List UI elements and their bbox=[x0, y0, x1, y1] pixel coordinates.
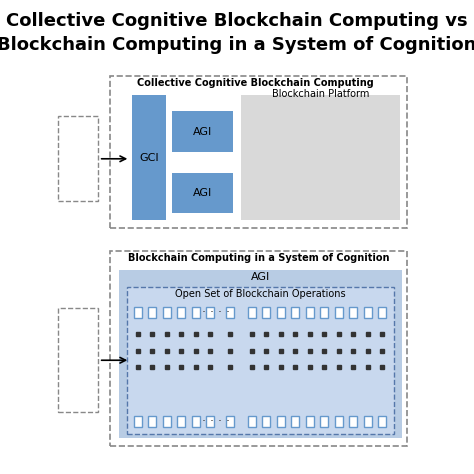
Bar bbox=[206, 307, 214, 318]
Text: AGI: AGI bbox=[251, 272, 270, 283]
Bar bbox=[132, 95, 166, 220]
Bar bbox=[292, 307, 299, 318]
Bar bbox=[277, 416, 285, 427]
Bar bbox=[248, 307, 256, 318]
Bar bbox=[134, 416, 142, 427]
Bar bbox=[241, 95, 400, 220]
Bar bbox=[206, 416, 214, 427]
Bar bbox=[262, 307, 270, 318]
Text: AGI: AGI bbox=[193, 127, 212, 137]
Bar bbox=[277, 307, 285, 318]
Bar bbox=[226, 307, 234, 318]
Bar bbox=[378, 416, 386, 427]
Text: · · · ·: · · · · bbox=[202, 415, 230, 428]
Text: Blockchain Platform: Blockchain Platform bbox=[272, 89, 369, 99]
Bar bbox=[292, 416, 299, 427]
Text: AGI: AGI bbox=[193, 188, 212, 199]
Bar bbox=[148, 416, 156, 427]
Text: Blockchain Computing in a System of Cognition: Blockchain Computing in a System of Cogn… bbox=[0, 36, 474, 54]
Bar bbox=[110, 251, 407, 446]
Bar bbox=[378, 307, 386, 318]
Bar bbox=[248, 416, 256, 427]
Bar bbox=[349, 307, 357, 318]
Bar bbox=[306, 416, 314, 427]
Text: · · · ·: · · · · bbox=[202, 306, 230, 319]
Bar bbox=[306, 307, 314, 318]
Text: Blockchain Computing in a System of Cognition: Blockchain Computing in a System of Cogn… bbox=[128, 253, 390, 264]
Bar bbox=[172, 111, 233, 152]
Bar bbox=[364, 307, 372, 318]
Bar bbox=[119, 270, 401, 438]
Bar bbox=[349, 416, 357, 427]
Bar bbox=[127, 287, 394, 434]
Bar bbox=[163, 416, 171, 427]
Bar bbox=[226, 416, 234, 427]
Bar bbox=[320, 307, 328, 318]
Bar bbox=[172, 173, 233, 213]
Bar bbox=[177, 307, 185, 318]
Text: Collective Cognitive Blockchain Computing vs: Collective Cognitive Blockchain Computin… bbox=[6, 12, 468, 30]
Bar bbox=[163, 307, 171, 318]
Bar bbox=[58, 116, 98, 201]
Bar bbox=[320, 416, 328, 427]
Bar bbox=[262, 416, 270, 427]
Text: Open Set of Blockchain Operations: Open Set of Blockchain Operations bbox=[175, 289, 346, 299]
Bar bbox=[335, 416, 343, 427]
Bar bbox=[335, 307, 343, 318]
Bar bbox=[177, 416, 185, 427]
Bar bbox=[148, 307, 156, 318]
Bar bbox=[192, 416, 200, 427]
Bar bbox=[110, 76, 407, 228]
Text: GCI: GCI bbox=[139, 153, 159, 163]
Bar bbox=[134, 307, 142, 318]
Bar bbox=[192, 307, 200, 318]
Bar bbox=[364, 416, 372, 427]
Bar bbox=[58, 308, 98, 412]
Text: Collective Cognitive Blockchain Computing: Collective Cognitive Blockchain Computin… bbox=[137, 78, 374, 88]
